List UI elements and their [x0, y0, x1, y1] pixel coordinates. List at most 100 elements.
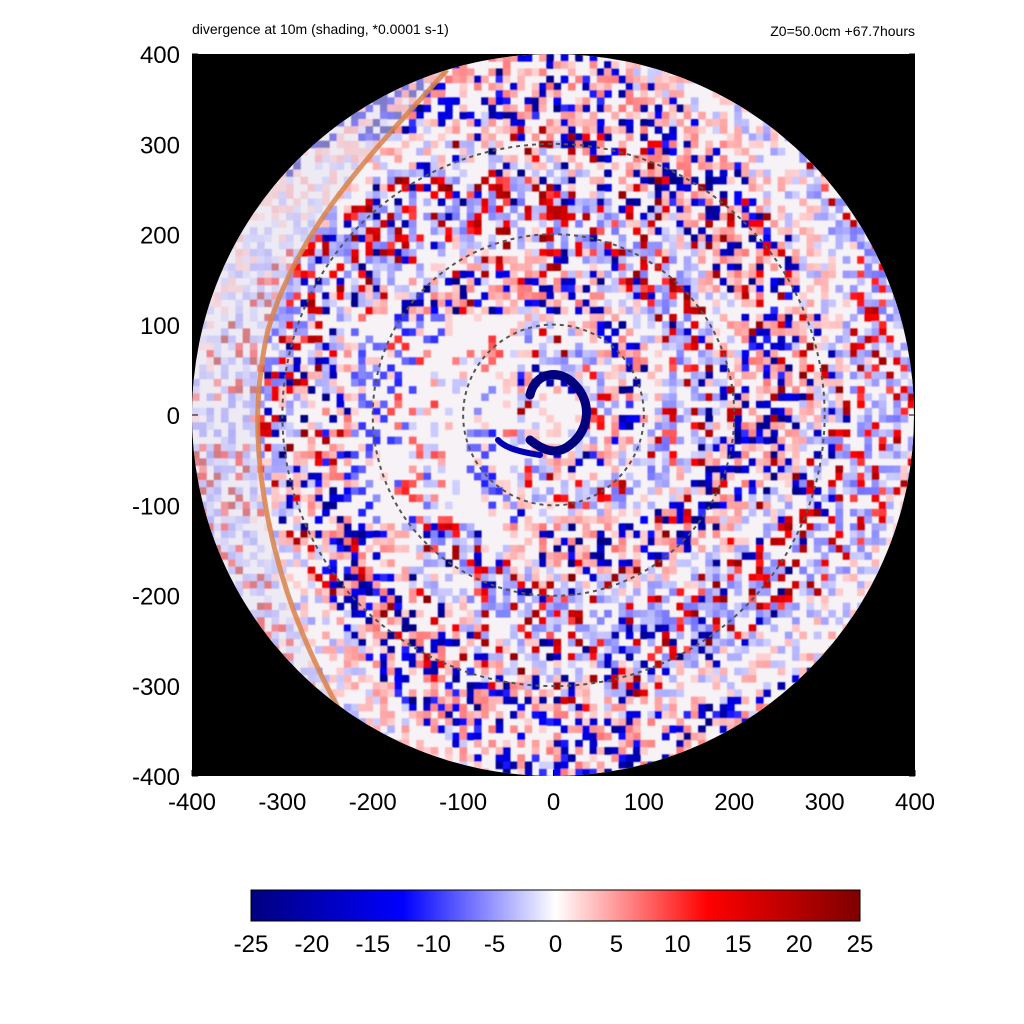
field-cell: [821, 559, 829, 568]
field-cell: [553, 429, 562, 438]
field-cell: [705, 588, 713, 596]
field-cell: [553, 646, 562, 654]
field-cell: [755, 292, 764, 300]
field-cell: [712, 241, 721, 250]
field-cell: [560, 118, 569, 127]
field-cell: [792, 544, 800, 553]
field-cell: [336, 494, 345, 503]
field-cell: [589, 703, 598, 712]
field-cell: [582, 761, 591, 770]
field-cell: [517, 739, 525, 748]
field-cell: [300, 248, 309, 257]
field-cell: [763, 191, 771, 199]
field-cell: [777, 277, 786, 286]
field-cell: [473, 689, 482, 697]
field-cell: [495, 183, 504, 192]
field-cell: [430, 162, 439, 170]
field-cell: [466, 205, 475, 214]
field-cell: [712, 378, 721, 387]
field-cell: [676, 270, 685, 279]
field-cell: [343, 660, 352, 669]
field-cell: [517, 350, 525, 358]
field-cell: [871, 313, 880, 322]
field-cell: [792, 350, 800, 358]
field-cell: [828, 487, 836, 495]
field-cell: [734, 270, 742, 279]
field-cell: [719, 292, 728, 300]
field-cell: [611, 667, 619, 676]
field-cell: [770, 516, 779, 524]
field-cell: [784, 588, 793, 596]
field-cell: [849, 313, 858, 322]
field-cell: [741, 335, 750, 344]
field-cell: [293, 552, 301, 560]
field-cell: [430, 299, 439, 308]
field-cell: [423, 118, 431, 127]
field-cell: [806, 609, 815, 618]
field-cell: [401, 256, 410, 264]
eye-wall-arc: [525, 370, 591, 456]
field-cell: [452, 118, 460, 127]
field-cell: [712, 494, 721, 503]
field-cell: [640, 609, 648, 618]
field-cell: [669, 191, 677, 199]
field-cell: [553, 386, 562, 394]
field-cell: [322, 256, 330, 264]
field-cell: [857, 552, 865, 560]
field-cell: [437, 624, 446, 632]
field-cell: [314, 422, 323, 430]
field-cell: [784, 378, 793, 387]
field-cell: [539, 162, 547, 170]
field-cell: [502, 162, 511, 170]
field-cell: [799, 530, 807, 539]
field-cell: [835, 407, 844, 416]
field-cell: [473, 552, 482, 560]
field-cell: [669, 422, 677, 430]
field-cell: [806, 227, 815, 235]
field-cell: [625, 263, 634, 271]
field-cell: [437, 111, 446, 120]
field-cell: [589, 516, 598, 524]
field-cell: [596, 277, 605, 286]
field-cell: [654, 682, 663, 690]
field-cell: [755, 299, 764, 308]
field-cell: [654, 147, 663, 156]
field-cell: [799, 415, 807, 423]
field-cell: [582, 501, 591, 510]
field-cell: [394, 544, 403, 553]
field-cell: [322, 357, 330, 365]
field-cell: [539, 544, 547, 553]
divergence-field: [192, 54, 914, 776]
field-cell: [560, 761, 569, 770]
field-cell: [878, 443, 887, 452]
field-cell: [907, 386, 914, 394]
field-cell: [647, 667, 656, 676]
field-cell: [604, 516, 612, 524]
field-cell: [531, 422, 540, 430]
field-cell: [372, 212, 381, 221]
field-cell: [567, 501, 576, 510]
field-cell: [712, 176, 721, 185]
field-cell: [763, 573, 771, 582]
field-cell: [351, 407, 359, 416]
field-cell: [322, 609, 330, 618]
field-cell: [784, 306, 793, 315]
field-cell: [625, 646, 634, 654]
field-cell: [633, 104, 641, 113]
field-cell: [828, 227, 836, 235]
field-cell: [806, 559, 815, 568]
field-cell: [864, 516, 873, 524]
field-cell: [517, 768, 525, 776]
field-cell: [618, 494, 627, 503]
field-cell: [799, 378, 807, 387]
field-cell: [618, 378, 627, 387]
field-cell: [690, 451, 699, 459]
field-cell: [604, 270, 612, 279]
field-cell: [676, 241, 685, 250]
field-cell: [553, 205, 562, 214]
field-cell: [828, 263, 836, 271]
field-cell: [567, 689, 576, 697]
field-cell: [437, 82, 446, 91]
field-cell: [589, 660, 598, 669]
field-cell: [539, 725, 547, 734]
